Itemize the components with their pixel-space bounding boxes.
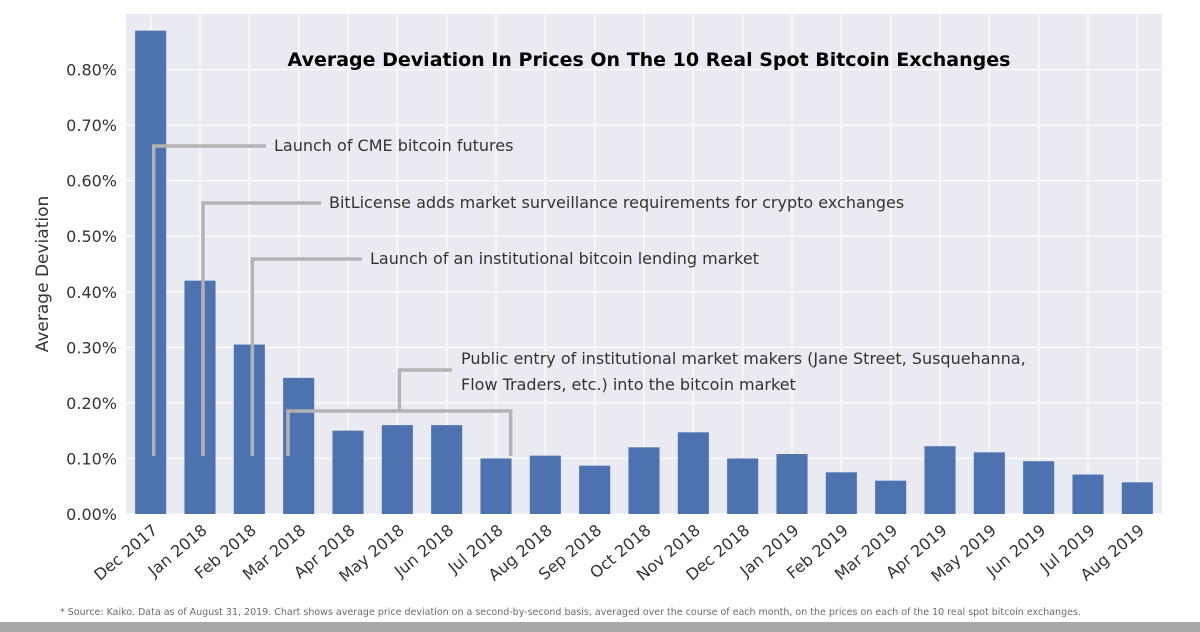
- bottom-divider: [0, 622, 1200, 632]
- annotation-bracket: [201, 201, 321, 456]
- bar: [776, 454, 808, 514]
- y-tick-label: 0.30%: [66, 338, 117, 357]
- bar: [628, 447, 660, 514]
- y-axis-label: Average Deviation: [33, 196, 53, 353]
- y-tick-label: 0.10%: [66, 449, 117, 468]
- y-tick-label: 0.20%: [66, 394, 117, 413]
- bar: [381, 425, 413, 514]
- annotation-label: Flow Traders, etc.) into the bitcoin mar…: [461, 375, 796, 394]
- bar: [1072, 474, 1104, 514]
- annotation-bracket: [250, 257, 362, 456]
- bar: [529, 455, 561, 514]
- bar: [924, 446, 956, 514]
- bar: [135, 30, 167, 515]
- bar: [973, 452, 1005, 514]
- chart-title: Average Deviation In Prices On The 10 Re…: [288, 49, 1011, 71]
- x-tick-label: Dec 2017: [90, 521, 161, 585]
- annotation-label: Launch of an institutional bitcoin lendi…: [370, 249, 759, 268]
- bar: [233, 344, 265, 514]
- bar: [727, 458, 759, 514]
- bar: [677, 432, 709, 514]
- annotation-label: Launch of CME bitcoin futures: [274, 136, 513, 155]
- bar: [825, 472, 857, 514]
- bar: [184, 280, 216, 514]
- bar: [431, 425, 463, 514]
- source-footnote: * Source: Kaiko. Data as of August 31, 2…: [60, 607, 1081, 618]
- annotation-label: Public entry of institutional market mak…: [461, 349, 1026, 368]
- y-tick-label: 0.80%: [66, 61, 117, 80]
- bar: [480, 458, 512, 514]
- y-tick-label: 0.50%: [66, 227, 117, 246]
- bar: [875, 480, 907, 514]
- bar: [1121, 482, 1153, 514]
- bar: [1023, 461, 1055, 514]
- y-tick-label: 0.00%: [66, 505, 117, 524]
- annotation-bracket: [151, 144, 266, 456]
- annotation-label: BitLicense adds market surveillance requ…: [329, 193, 904, 212]
- y-tick-label: 0.70%: [66, 116, 117, 135]
- annotation-bracket: [397, 368, 452, 411]
- y-tick-label: 0.60%: [66, 172, 117, 191]
- bar: [579, 465, 611, 514]
- y-tick-label: 0.40%: [66, 283, 117, 302]
- bar: [332, 430, 364, 514]
